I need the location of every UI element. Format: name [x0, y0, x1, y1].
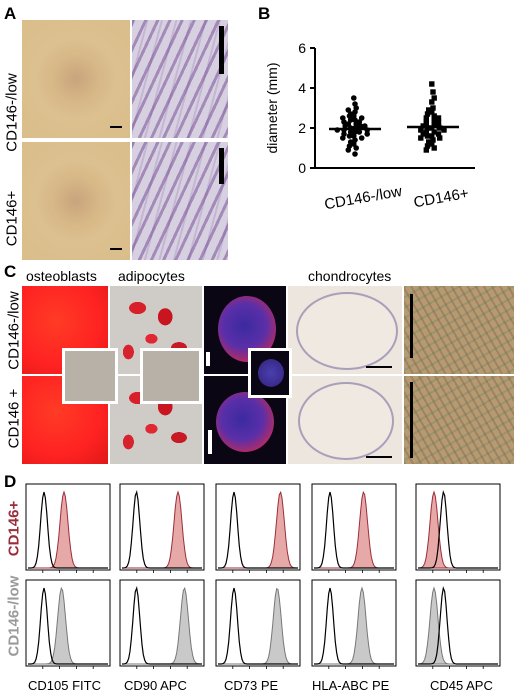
control-histogram: [218, 587, 298, 665]
y-tick-label: 4: [298, 80, 306, 96]
data-point: [431, 121, 437, 127]
data-point: [418, 135, 424, 141]
data-point: [431, 117, 437, 123]
control-histogram: [122, 585, 202, 665]
data-point: [437, 135, 443, 141]
cells-image-pos: [132, 142, 228, 260]
data-point: [420, 131, 426, 137]
control-histogram: [418, 489, 498, 569]
data-point: [346, 133, 353, 139]
control-histogram: [218, 491, 298, 569]
panel-c-letter: C: [4, 262, 17, 281]
colony-image-pos: [22, 142, 130, 260]
chondro-section-image-neg: [288, 286, 402, 374]
marker-label-cd45: CD45 APC: [430, 678, 493, 693]
data-point: [435, 115, 442, 121]
data-point: [340, 135, 346, 141]
control-histogram: [28, 587, 108, 665]
data-point: [431, 129, 437, 135]
data-point: [429, 109, 435, 115]
control-histogram: [314, 587, 394, 665]
data-point: [430, 137, 436, 143]
data-point: [424, 133, 431, 139]
panel-b-letter: B: [258, 4, 271, 23]
data-point: [429, 133, 435, 139]
data-point: [429, 141, 435, 147]
data-point: [418, 127, 424, 133]
data-point: [435, 131, 442, 137]
panel-d-letter: D: [4, 472, 17, 491]
data-point: [423, 121, 429, 127]
data-point: [426, 107, 432, 113]
data-point: [430, 105, 436, 111]
chondro-fluor-inset: [248, 348, 292, 398]
data-point: [423, 147, 429, 153]
data-point: [430, 89, 436, 95]
data-point: [431, 113, 437, 119]
chondro-stain-image-neg: [404, 286, 514, 374]
marker-label-hla: HLA-ABC PE: [312, 678, 390, 693]
data-point: [424, 111, 431, 117]
col-label-adipocytes: adipocytes: [118, 268, 185, 284]
data-point: [424, 143, 431, 149]
data-point: [426, 139, 432, 145]
data-point: [351, 95, 357, 101]
adipocyte-control-inset: [140, 348, 202, 404]
control-histogram: [28, 491, 108, 569]
data-point: [356, 129, 363, 135]
panel-a-letter: A: [4, 4, 17, 23]
chondro-fluor-scalebar: [206, 352, 210, 366]
col-label-osteoblasts: osteoblasts: [26, 268, 97, 284]
marker-label-cd90: CD90 APC: [124, 678, 187, 693]
data-point: [435, 119, 442, 125]
data-point: [423, 129, 429, 135]
control-histogram: [314, 491, 394, 569]
marker-label-cd105: CD105 FITC: [28, 678, 101, 693]
histogram-frame: [119, 483, 205, 571]
chondro-fluor-image-pos: [204, 376, 286, 464]
data-point: [423, 115, 429, 121]
data-point: [429, 81, 435, 87]
osteoblast-control-inset: [62, 348, 118, 404]
data-point: [364, 131, 370, 137]
cells-image-neg: [132, 20, 228, 138]
data-point: [352, 151, 358, 157]
data-point: [431, 145, 437, 151]
chondro-stain-image-pos: [404, 376, 514, 464]
histogram-frame: [311, 483, 397, 571]
control-histogram: [122, 489, 202, 569]
data-point: [441, 127, 447, 133]
data-point: [429, 99, 435, 105]
data-point: [353, 145, 359, 151]
y-tick-label: 6: [298, 40, 306, 56]
control-histogram: [418, 585, 498, 665]
y-tick-label: 0: [298, 160, 306, 176]
data-point: [358, 135, 365, 141]
col-label-chondrocytes: chondrocytes: [308, 268, 392, 284]
chondro-section-image-pos: [288, 376, 402, 464]
y-tick-label: 2: [298, 120, 306, 136]
data-point: [345, 147, 352, 153]
data-point: [431, 95, 437, 101]
y-axis-label: diameter (mm): [264, 62, 280, 153]
marker-label-cd73: CD73 PE: [224, 678, 279, 693]
colony-image-neg: [22, 20, 130, 138]
histogram-frame: [215, 579, 301, 667]
